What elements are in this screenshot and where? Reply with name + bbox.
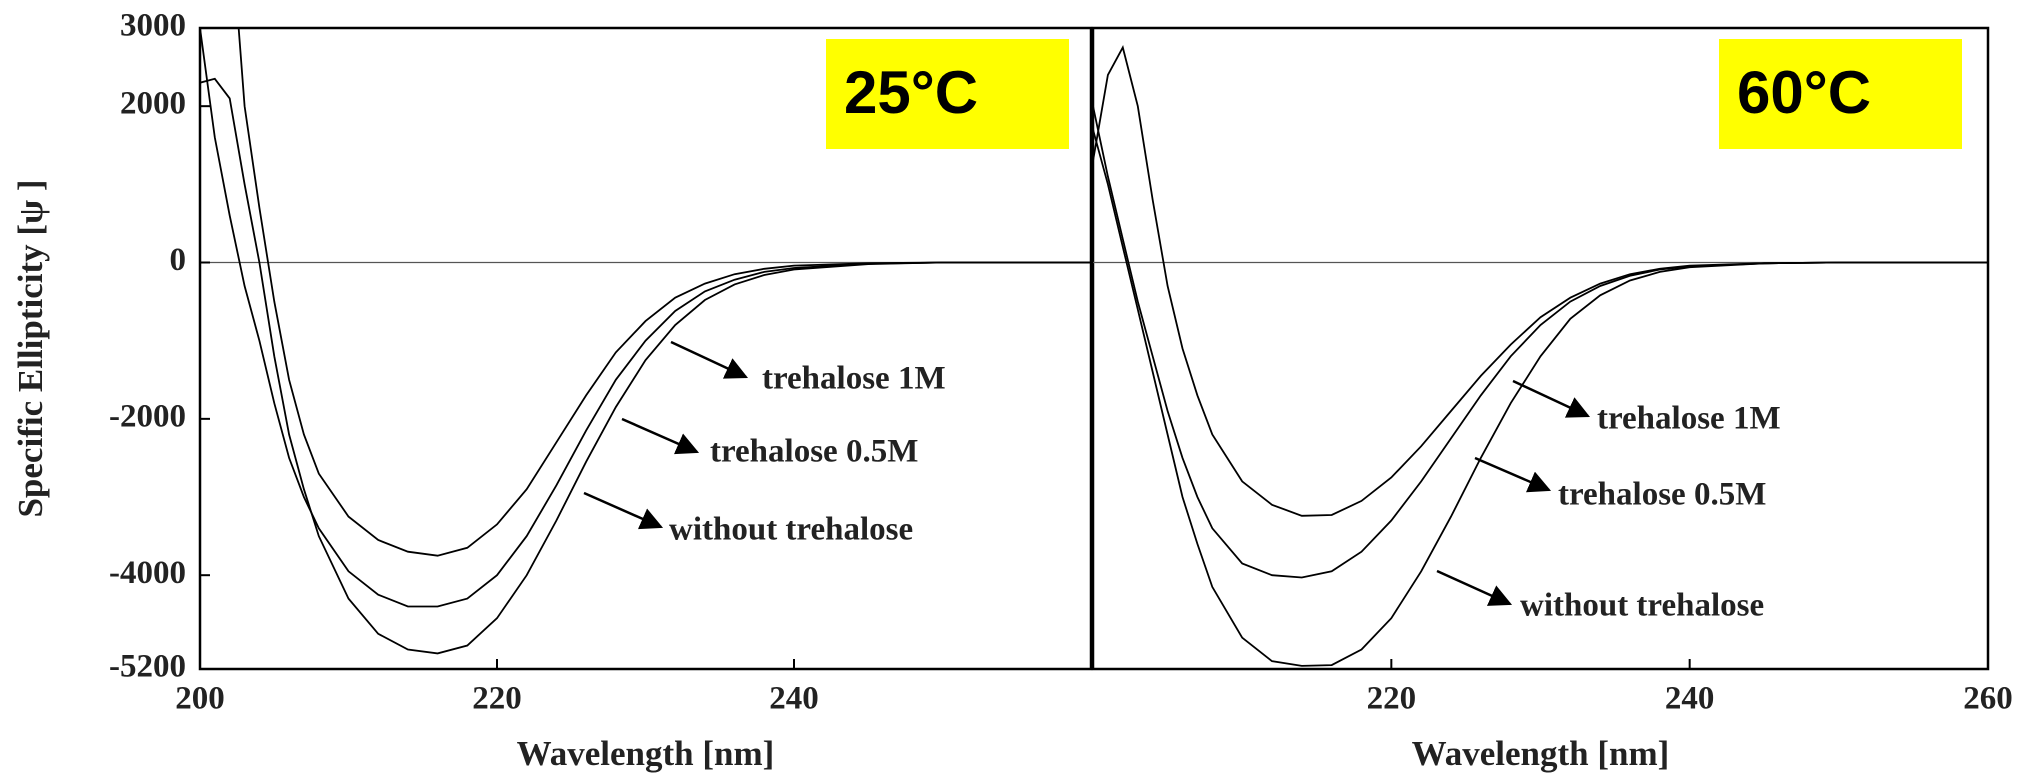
- annotation-arrow: [621, 417, 700, 455]
- annotation-arrow: [1474, 456, 1552, 493]
- x-tick-label: 220: [1367, 681, 1417, 717]
- series-label: trehalose 0.5M: [1558, 477, 1766, 513]
- y-tick-label: 2000: [120, 86, 186, 122]
- plot-lines: [1093, 45, 1988, 667]
- annotation-badge: [1719, 39, 1962, 149]
- y-tick-label: -5200: [109, 649, 186, 685]
- annotation-arrow: [1512, 379, 1591, 418]
- series-line: [1093, 45, 1988, 517]
- series-label: without trehalose: [669, 512, 913, 548]
- series-line: [1093, 129, 1988, 667]
- y-tick-label: -2000: [109, 398, 186, 434]
- annotation: 60°C: [1737, 59, 1871, 126]
- series-label: trehalose 1M: [762, 361, 946, 397]
- plot-frame: [1091, 26, 1990, 671]
- x-tick-label: 240: [1665, 681, 1715, 717]
- y-axis-label: Specific Ellipticity [ψ ]: [11, 179, 50, 517]
- y-tick-label: 3000: [120, 8, 186, 44]
- series-line: [200, 77, 1091, 655]
- x-axis-label: Wavelength [nm]: [517, 734, 775, 773]
- y-tick-label: 0: [170, 242, 187, 278]
- series-line: [200, 28, 1091, 608]
- x-tick-label: 220: [472, 681, 522, 717]
- annotation-arrow: [583, 491, 664, 530]
- series-label: trehalose 1M: [1597, 401, 1781, 437]
- y-tick-label: -4000: [109, 555, 186, 591]
- annotation: 25°C: [844, 59, 978, 126]
- series-label: trehalose 0.5M: [710, 434, 918, 470]
- annotation-arrow: [1436, 569, 1513, 606]
- x-tick-label: 200: [175, 681, 225, 717]
- series-line: [237, 28, 1091, 557]
- plot-frame: [198, 26, 1093, 671]
- plot-lines: [200, 28, 1091, 655]
- series-line: [1093, 106, 1988, 579]
- x-tick-label: 260: [1963, 681, 2013, 717]
- annotation-badge: [826, 39, 1069, 149]
- x-axis-label: Wavelength [nm]: [1412, 734, 1670, 773]
- x-tick-label: 240: [769, 681, 819, 717]
- annotation-arrow: [670, 340, 749, 379]
- series-label: without trehalose: [1520, 588, 1764, 624]
